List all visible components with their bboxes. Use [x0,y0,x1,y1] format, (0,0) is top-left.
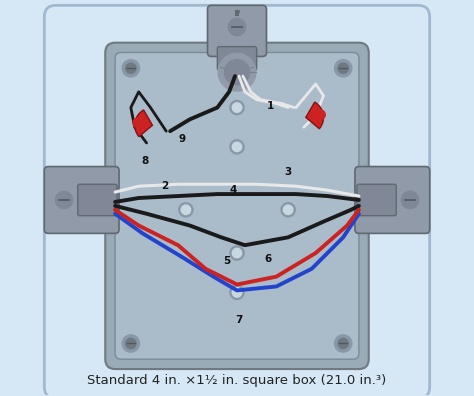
Circle shape [230,140,244,154]
Circle shape [335,335,352,352]
Text: 7: 7 [235,315,243,325]
Text: 1: 1 [267,101,274,110]
Circle shape [316,110,325,120]
Circle shape [283,205,293,215]
FancyBboxPatch shape [208,5,266,57]
Circle shape [179,203,193,217]
Text: 6: 6 [265,254,272,264]
Circle shape [224,59,250,85]
Circle shape [335,59,352,77]
FancyBboxPatch shape [357,184,396,216]
FancyBboxPatch shape [45,5,429,396]
Circle shape [126,338,136,348]
Circle shape [401,191,419,209]
Circle shape [181,205,191,215]
FancyBboxPatch shape [78,184,117,216]
FancyBboxPatch shape [218,47,256,70]
Circle shape [55,191,73,209]
Text: 9: 9 [178,134,185,144]
Circle shape [230,101,244,114]
Circle shape [281,203,295,217]
Text: 5: 5 [224,256,231,266]
Wedge shape [306,102,324,129]
Circle shape [133,118,143,128]
Circle shape [338,338,348,348]
Circle shape [232,142,242,152]
Circle shape [232,248,242,258]
Circle shape [232,103,242,112]
Circle shape [232,287,242,297]
Circle shape [126,63,136,73]
Wedge shape [135,110,153,137]
Circle shape [338,63,348,73]
Text: 3: 3 [284,168,292,177]
Circle shape [122,59,139,77]
FancyBboxPatch shape [45,167,119,233]
Text: Standard 4 in. ×1½ in. square box (21.0 in.³): Standard 4 in. ×1½ in. square box (21.0 … [87,374,387,387]
Circle shape [228,18,246,36]
Text: 2: 2 [161,181,168,191]
Text: 8: 8 [141,156,148,166]
Circle shape [122,335,139,352]
FancyBboxPatch shape [355,167,429,233]
FancyBboxPatch shape [105,43,369,369]
Circle shape [230,246,244,260]
Text: 4: 4 [229,185,237,195]
Circle shape [218,53,256,91]
Circle shape [230,285,244,299]
FancyBboxPatch shape [115,53,359,359]
